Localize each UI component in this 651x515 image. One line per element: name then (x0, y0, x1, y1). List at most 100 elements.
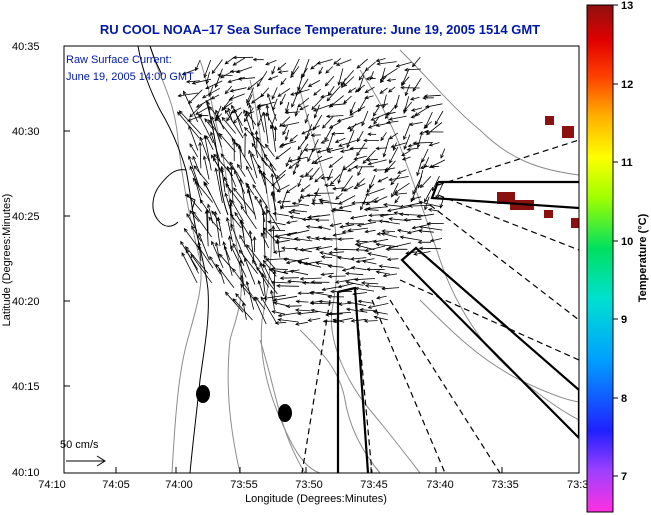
current-note-line1: Raw Surface Current: (66, 54, 172, 66)
current-vector (403, 123, 411, 140)
current-vector-head (350, 318, 355, 323)
current-vector (185, 249, 199, 274)
current-vector (208, 119, 223, 140)
current-vector-head (259, 262, 263, 268)
current-vector-head (434, 120, 439, 126)
current-vector (396, 61, 412, 67)
current-vector (307, 151, 313, 162)
current-vector (367, 206, 389, 210)
current-vector-head (251, 152, 255, 158)
current-vector (230, 166, 234, 202)
current-vector-head (260, 296, 265, 301)
current-vector-head (240, 205, 245, 210)
current-vector (267, 209, 281, 231)
current-vector (292, 202, 310, 206)
current-vector-head (189, 143, 194, 148)
current-vector (370, 71, 374, 80)
current-vector (273, 302, 288, 307)
current-vector-head (303, 147, 309, 152)
current-vector-head (411, 63, 416, 68)
current-vector (220, 153, 235, 171)
current-vector-head (239, 177, 243, 183)
current-vector (325, 75, 335, 87)
current-vector-head (322, 319, 327, 324)
current-vector-head (277, 318, 282, 322)
current-vector-head (203, 73, 208, 79)
current-vector (236, 143, 253, 171)
current-vector (394, 182, 410, 194)
current-vector-head (232, 298, 237, 303)
current-vector-head (347, 167, 352, 172)
current-vector-head (268, 268, 273, 272)
current-vector (185, 246, 209, 274)
current-vector-head (346, 143, 351, 149)
current-vector-head (410, 96, 415, 101)
current-vector (365, 188, 385, 196)
current-vector (329, 121, 341, 129)
current-vector-head (248, 229, 253, 235)
current-vector (282, 125, 288, 135)
current-vector (402, 156, 411, 161)
current-vector-head (339, 149, 345, 153)
current-vector-head (424, 206, 428, 211)
current-vector (272, 226, 275, 252)
current-vector-head (353, 165, 358, 169)
current-vector (273, 270, 275, 303)
current-vector (192, 178, 214, 203)
current-vector (246, 87, 255, 103)
current-vector-head (416, 171, 420, 177)
current-vector (296, 300, 309, 303)
current-vector-head (257, 122, 261, 127)
current-vector-head (412, 141, 417, 145)
current-vector-head (365, 76, 370, 81)
current-vector-head (363, 138, 368, 143)
current-vector-head (361, 122, 365, 127)
current-vector-head (360, 206, 364, 211)
current-vector-head (224, 109, 229, 114)
current-vector-head (203, 134, 208, 140)
current-vector-head (353, 156, 358, 161)
current-vector-head (213, 153, 218, 158)
current-vector-head (296, 163, 300, 169)
current-vector (301, 125, 320, 135)
current-vector-head (272, 250, 278, 254)
current-vector-head (327, 274, 332, 279)
current-vector-head (228, 202, 233, 207)
current-vector-head (335, 195, 340, 200)
current-vector (342, 231, 354, 233)
current-vector-head (315, 261, 320, 266)
current-vector (263, 227, 277, 243)
current-vector-head (318, 70, 323, 75)
current-vector (269, 163, 281, 189)
current-vector-head (310, 133, 315, 138)
current-vector (193, 165, 210, 185)
current-vector (340, 224, 355, 228)
current-vector-head (252, 57, 257, 62)
current-vector (294, 248, 312, 253)
y-axis-label: Latitude (Degrees:Minutes) (1, 194, 13, 327)
current-vector-head (298, 198, 302, 204)
current-vector-head (293, 237, 299, 241)
current-vector (317, 148, 333, 153)
current-vector (246, 94, 253, 106)
current-vector (338, 283, 354, 288)
current-vector-head (221, 116, 226, 121)
current-vector (221, 166, 226, 193)
current-vector (300, 67, 308, 79)
current-vector (379, 220, 400, 225)
current-vector-head (279, 204, 285, 209)
current-vector-head (204, 182, 208, 187)
current-vector-head (185, 79, 191, 84)
current-vector-head (189, 113, 194, 118)
current-vector-head (192, 155, 196, 160)
current-vector-head (203, 180, 208, 186)
current-vector-head (406, 230, 412, 235)
current-vector (409, 122, 423, 126)
current-vector (215, 264, 235, 288)
colorbar-tick: 7 (621, 471, 627, 483)
current-vector (362, 149, 376, 164)
current-vector (313, 105, 330, 112)
current-vector-head (289, 215, 294, 220)
current-vector (342, 267, 355, 271)
current-vector-head (419, 184, 424, 189)
